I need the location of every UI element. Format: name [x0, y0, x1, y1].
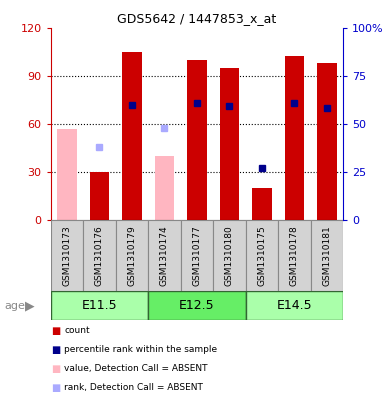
- Text: value, Detection Call = ABSENT: value, Detection Call = ABSENT: [64, 364, 208, 373]
- Bar: [83, 220, 116, 291]
- Text: ■: ■: [51, 326, 60, 336]
- Bar: [148, 291, 246, 320]
- Bar: [246, 291, 343, 320]
- Bar: [317, 63, 337, 220]
- Text: count: count: [64, 326, 90, 335]
- Text: GSM1310181: GSM1310181: [323, 226, 332, 286]
- Text: GSM1310176: GSM1310176: [95, 226, 104, 286]
- Text: age: age: [4, 301, 25, 310]
- Bar: [311, 220, 343, 291]
- Text: ■: ■: [51, 345, 60, 355]
- Bar: [122, 51, 142, 220]
- Text: GSM1310178: GSM1310178: [290, 226, 299, 286]
- Bar: [51, 220, 83, 291]
- Text: ▶: ▶: [25, 299, 35, 312]
- Bar: [90, 172, 109, 220]
- Text: percentile rank within the sample: percentile rank within the sample: [64, 345, 218, 354]
- Text: GSM1310174: GSM1310174: [160, 226, 169, 286]
- Text: rank, Detection Call = ABSENT: rank, Detection Call = ABSENT: [64, 383, 203, 392]
- Bar: [51, 291, 148, 320]
- Bar: [57, 129, 77, 220]
- Text: GSM1310177: GSM1310177: [192, 226, 202, 286]
- Text: GSM1310175: GSM1310175: [257, 226, 266, 286]
- Bar: [213, 220, 246, 291]
- Text: E11.5: E11.5: [82, 299, 117, 312]
- Bar: [252, 188, 272, 220]
- Bar: [285, 56, 304, 220]
- Bar: [90, 172, 109, 220]
- Bar: [220, 68, 239, 220]
- Bar: [187, 60, 207, 220]
- Text: ■: ■: [51, 364, 60, 374]
- Text: ■: ■: [51, 383, 60, 393]
- Bar: [155, 156, 174, 220]
- Text: GSM1310173: GSM1310173: [62, 226, 71, 286]
- Bar: [116, 220, 148, 291]
- Title: GDS5642 / 1447853_x_at: GDS5642 / 1447853_x_at: [117, 12, 277, 25]
- Bar: [246, 220, 278, 291]
- Text: GSM1310180: GSM1310180: [225, 226, 234, 286]
- Text: GSM1310179: GSM1310179: [128, 226, 136, 286]
- Text: E12.5: E12.5: [179, 299, 215, 312]
- Bar: [278, 220, 311, 291]
- Bar: [181, 220, 213, 291]
- Text: E14.5: E14.5: [277, 299, 312, 312]
- Bar: [148, 220, 181, 291]
